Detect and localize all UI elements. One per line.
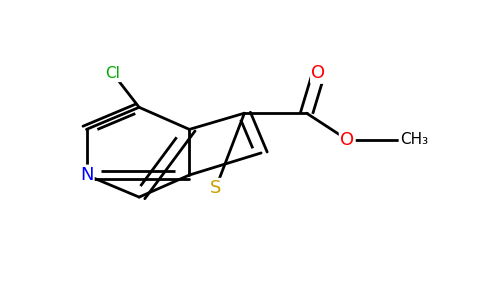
Text: S: S [210, 179, 221, 197]
Text: O: O [312, 64, 326, 82]
Text: O: O [340, 131, 354, 149]
Text: N: N [80, 166, 93, 184]
Text: CH₃: CH₃ [400, 132, 428, 147]
Text: Cl: Cl [106, 66, 120, 81]
